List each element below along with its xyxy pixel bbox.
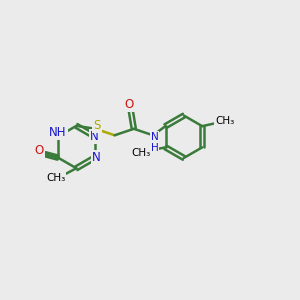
Text: N: N <box>92 151 100 164</box>
Text: N: N <box>90 130 99 143</box>
Text: CH₃: CH₃ <box>215 116 235 126</box>
Text: NH: NH <box>49 126 67 140</box>
Text: CH₃: CH₃ <box>46 173 65 183</box>
Text: CH₃: CH₃ <box>132 148 151 158</box>
Text: O: O <box>35 144 44 157</box>
Text: N
H: N H <box>151 132 158 153</box>
Text: S: S <box>93 119 101 132</box>
Text: O: O <box>125 98 134 111</box>
